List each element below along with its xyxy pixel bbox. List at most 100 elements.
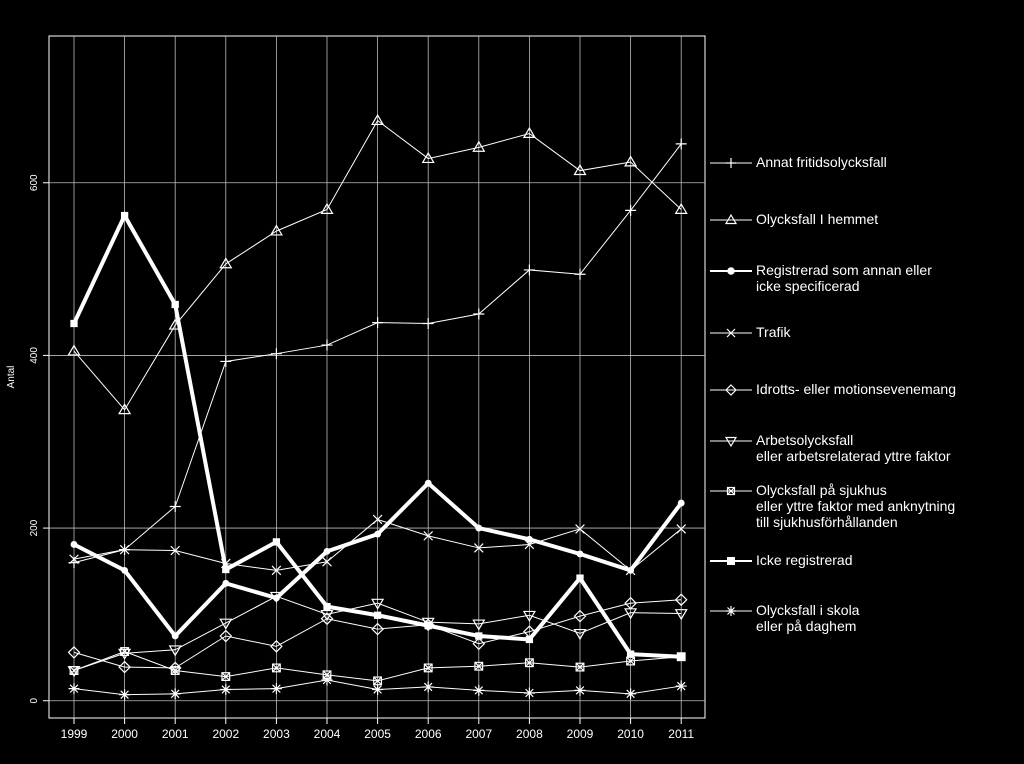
x-tick-label: 2003	[263, 727, 290, 741]
x-tick-label: 2010	[617, 727, 644, 741]
data-point-marker	[272, 538, 281, 546]
data-point-marker	[220, 684, 232, 696]
data-point-marker	[371, 622, 384, 636]
legend-item: Registrerad som annan eller icke specifi…	[706, 262, 932, 294]
grid-lines	[49, 36, 705, 718]
data-point-marker	[272, 663, 281, 673]
legend-symbol	[710, 384, 752, 396]
legend-label: Trafik	[756, 324, 791, 340]
data-point-marker	[423, 531, 434, 541]
data-point-marker	[727, 267, 735, 275]
data-point-marker	[522, 610, 536, 622]
x-tick-label: 2006	[415, 727, 442, 741]
data-point-marker	[168, 645, 182, 657]
legend-label: Arbetsolycksfall eller arbetsrelaterad y…	[756, 432, 951, 464]
data-point-marker	[120, 211, 129, 220]
legend-symbol	[710, 158, 752, 168]
data-point-marker	[422, 317, 434, 329]
legend-label: Olycksfall I hemmet	[756, 211, 879, 227]
series-4	[67, 593, 688, 675]
legend-item: Olycksfall i skola eller på daghem	[706, 602, 859, 634]
data-point-marker	[271, 565, 282, 576]
data-point-marker	[724, 436, 738, 448]
data-point-marker	[472, 140, 486, 152]
y-tick-label: 400	[29, 347, 40, 364]
data-point-marker	[269, 224, 283, 236]
data-point-marker	[624, 608, 638, 620]
data-point-marker	[372, 684, 384, 696]
data-point-marker	[626, 650, 635, 658]
x-tick-label: 2007	[465, 727, 492, 741]
data-point-marker	[372, 514, 383, 525]
x-tick-label: 2005	[364, 727, 391, 741]
data-point-marker	[523, 687, 535, 699]
data-point-marker	[169, 688, 181, 700]
legend-symbol	[710, 557, 752, 565]
y-tick-label: 0	[29, 698, 40, 704]
data-point-marker	[120, 647, 129, 656]
data-point-marker	[374, 530, 382, 538]
x-tick-label: 2008	[516, 727, 543, 741]
legend-symbol	[710, 486, 752, 496]
data-point-marker	[120, 647, 130, 656]
data-point-marker	[422, 681, 434, 693]
data-point-marker	[222, 565, 230, 574]
data-point-marker	[170, 666, 180, 675]
data-point-marker	[726, 606, 736, 616]
data-point-marker	[270, 348, 282, 360]
data-point-marker	[522, 126, 536, 139]
x-tick-label: 2000	[111, 727, 138, 741]
y-axis-label: Antal	[6, 366, 17, 389]
data-point-marker	[321, 674, 333, 686]
data-point-marker	[118, 403, 132, 415]
legend-symbol	[710, 436, 752, 448]
data-point-marker	[372, 317, 384, 329]
series-8	[68, 674, 687, 701]
legend-label: Olycksfall i skola eller på daghem	[756, 602, 860, 634]
legend-item: Olycksfall på sjukhus eller yttre faktor…	[706, 482, 955, 530]
legend-symbol	[710, 213, 752, 225]
data-point-marker	[119, 544, 130, 555]
data-point-marker	[576, 574, 584, 582]
data-point-marker	[573, 628, 587, 641]
series-7	[70, 211, 685, 661]
data-point-marker	[219, 629, 233, 643]
legend-symbol	[710, 267, 752, 275]
data-point-marker	[726, 158, 736, 168]
x-tick-label: 2009	[567, 727, 594, 741]
data-point-marker	[575, 662, 585, 672]
data-point-marker	[222, 579, 230, 587]
data-point-marker	[473, 308, 485, 320]
data-point-marker	[625, 204, 637, 216]
data-point-marker	[475, 524, 483, 532]
legend-label: Registrerad som annan eller icke specifi…	[756, 262, 932, 294]
data-point-marker	[524, 539, 535, 550]
data-point-marker	[525, 658, 534, 668]
legend-item: Icke registrerad	[706, 552, 852, 570]
data-point-marker	[726, 328, 736, 338]
data-point-marker	[475, 632, 483, 640]
data-point-marker	[474, 661, 484, 671]
legend-item: Annat fritidsolycksfall	[706, 154, 887, 172]
data-point-marker	[219, 618, 233, 630]
legend-item: Arbetsolycksfall eller arbetsrelaterad y…	[706, 432, 951, 464]
data-point-marker	[373, 676, 382, 686]
data-point-marker	[170, 545, 181, 556]
data-point-marker	[67, 344, 81, 356]
data-point-marker	[322, 556, 332, 567]
data-point-marker	[424, 621, 432, 630]
data-point-marker	[625, 565, 636, 576]
data-point-marker	[727, 557, 735, 565]
data-point-marker	[421, 151, 435, 164]
data-point-marker	[221, 672, 231, 681]
data-point-marker	[170, 666, 180, 675]
data-point-marker	[677, 499, 685, 507]
data-point-marker	[373, 611, 382, 619]
data-point-marker	[320, 202, 334, 214]
legend-label: Olycksfall på sjukhus eller yttre faktor…	[756, 482, 956, 530]
data-point-marker	[726, 486, 736, 496]
data-point-marker	[626, 656, 635, 666]
data-point-marker	[424, 479, 432, 487]
data-point-marker	[321, 339, 333, 351]
data-point-marker	[675, 680, 687, 692]
